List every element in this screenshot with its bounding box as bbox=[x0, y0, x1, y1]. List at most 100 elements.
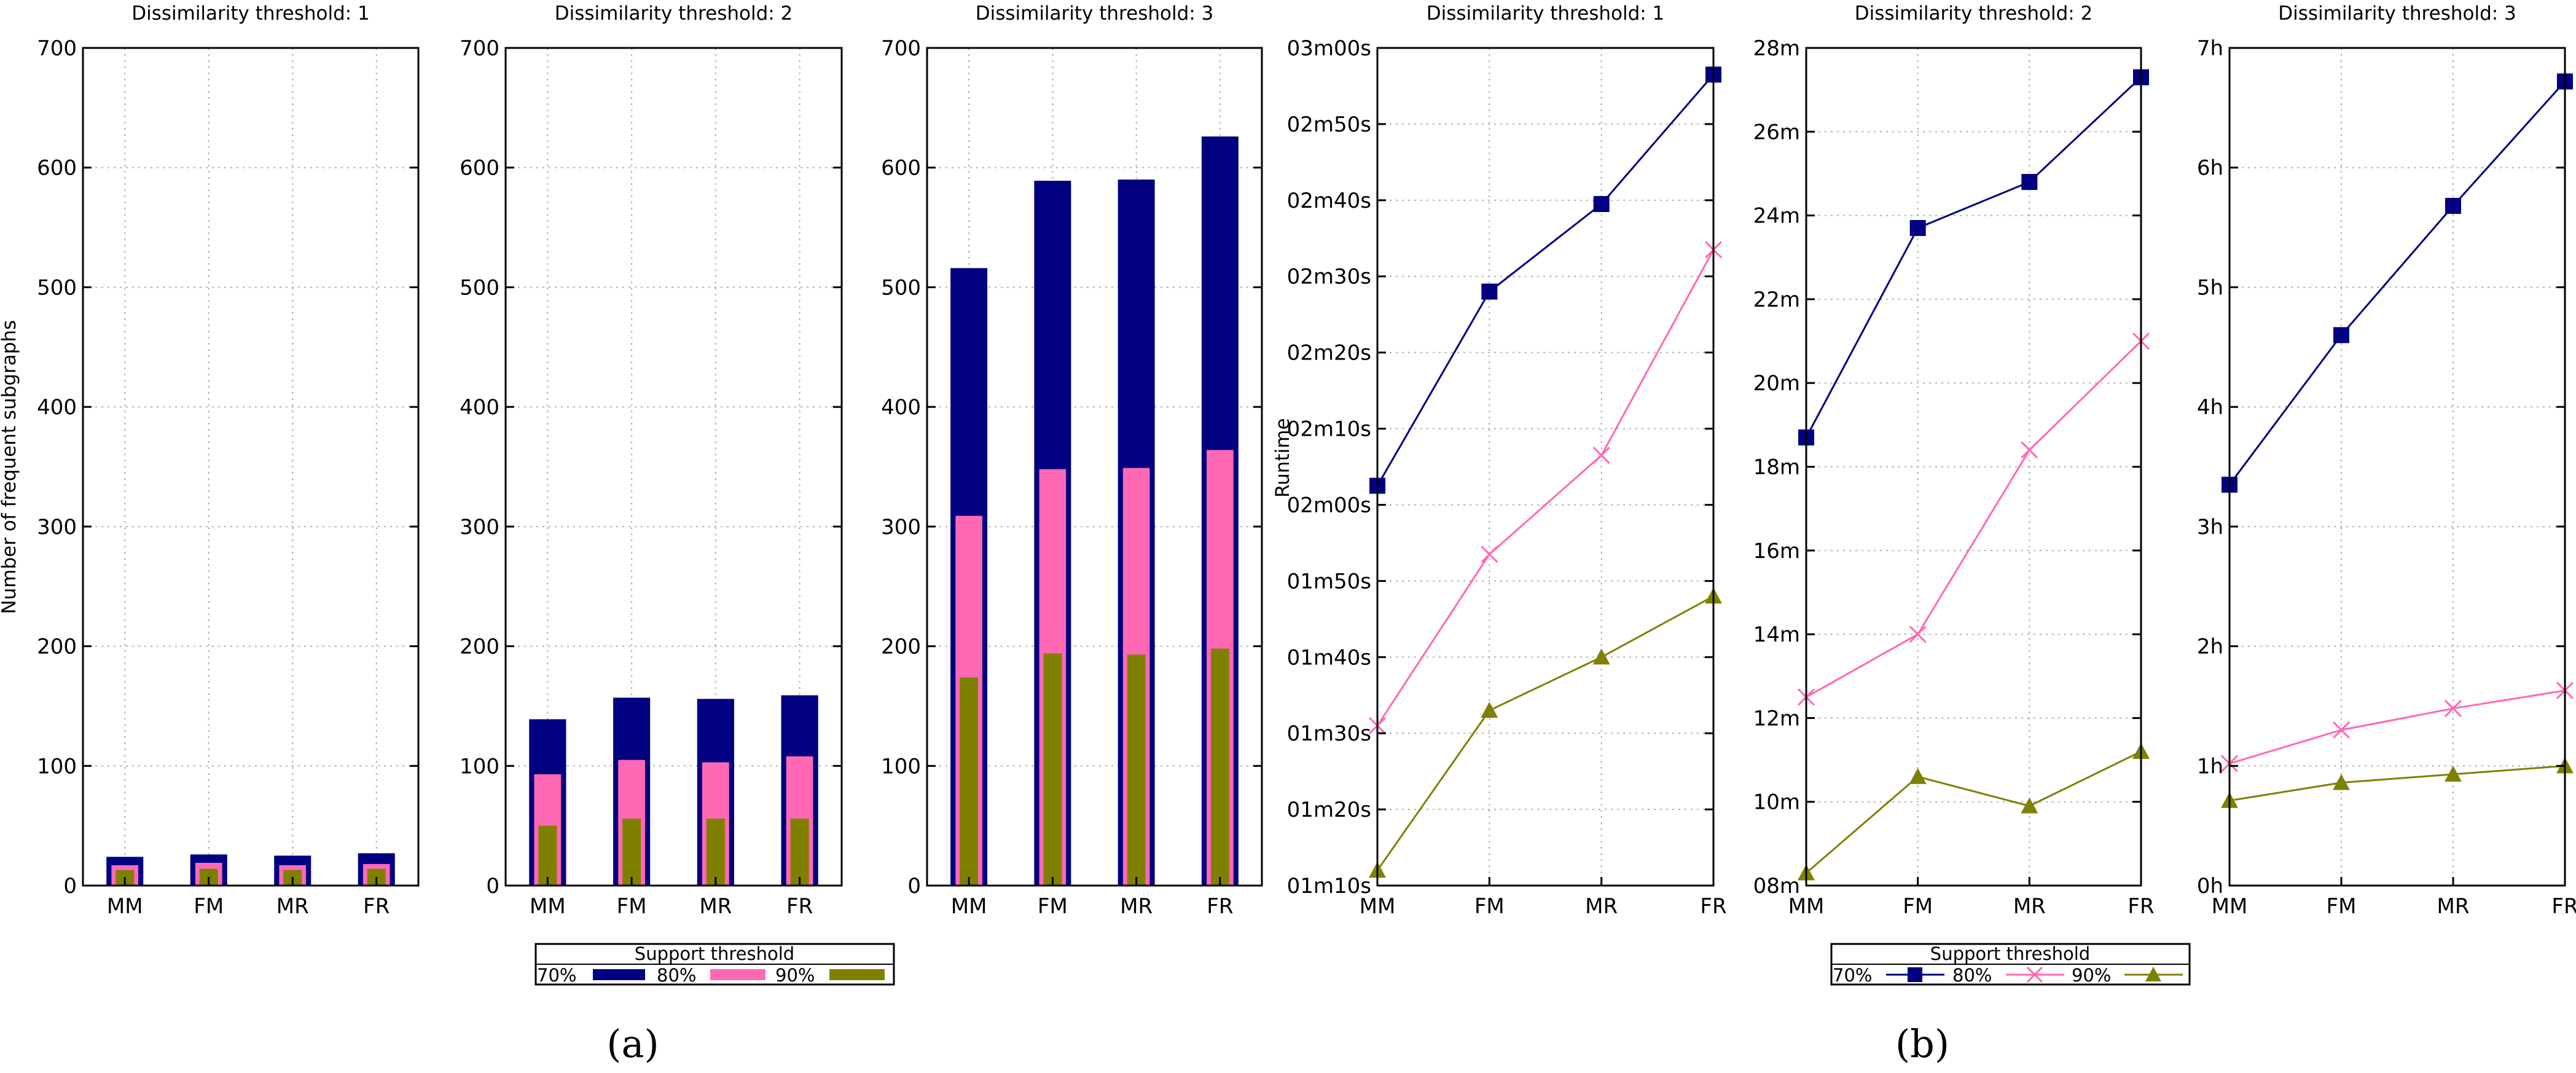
bar-90-MM bbox=[960, 677, 979, 886]
caption-a: (a) bbox=[606, 1021, 659, 1066]
y-tick-label: 02m10s bbox=[1287, 417, 1371, 442]
y-tick-label: 400 bbox=[881, 395, 921, 420]
y-tick-label: 08m bbox=[1753, 874, 1800, 898]
x-tick-label: MM bbox=[530, 894, 566, 919]
legend-lines: Support threshold 70% 80% 90% bbox=[1830, 943, 2191, 986]
legend-bars-swatch-90 bbox=[829, 969, 885, 980]
y-tick-label: 4h bbox=[2197, 395, 2223, 420]
x-tick-label: FR bbox=[786, 894, 813, 919]
point-70-MR bbox=[2445, 198, 2461, 214]
y-tick-label: 01m10s bbox=[1287, 874, 1371, 898]
y-tick-label: 16m bbox=[1753, 539, 1800, 564]
y-tick-label: 22m bbox=[1753, 288, 1800, 312]
x-tick-label: MM bbox=[107, 894, 143, 919]
y-tick-label: 12m bbox=[1753, 706, 1800, 731]
x-tick-label: MR bbox=[2013, 894, 2046, 919]
x-tick-label: MM bbox=[1360, 894, 1396, 919]
y-tick-label: 700 bbox=[37, 36, 77, 61]
chart-title: Dissimilarity threshold: 3 bbox=[2278, 2, 2516, 25]
y-tick-label: 02m00s bbox=[1287, 493, 1371, 517]
bar-90-MR bbox=[706, 818, 725, 886]
legend-bars-swatch-70 bbox=[593, 969, 645, 980]
legend-bars-label-80: 80% bbox=[657, 965, 696, 986]
x-tick-label: FR bbox=[363, 894, 390, 919]
y-tick-label: 0 bbox=[907, 874, 921, 898]
y-tick-label: 5h bbox=[2197, 275, 2223, 300]
legend-bars: Support threshold 70% 80% 90% bbox=[534, 943, 895, 986]
y-tick-label: 6h bbox=[2197, 156, 2223, 181]
y-tick-label: 100 bbox=[460, 754, 499, 779]
y-tick-label: 300 bbox=[881, 515, 921, 540]
chart-panel-2: 0 100 200 300 400 500 600 700 MM FM MR FR Dissimilar… bbox=[460, 2, 843, 919]
point-80-FM bbox=[1909, 626, 1927, 643]
chart-panel-4: 01m10s 01m20s 01m30s 01m40s 01m50s 02m00s 02m1… bbox=[1272, 2, 1727, 919]
legend-lines-title: Support threshold bbox=[1930, 943, 2090, 964]
point-70-FM bbox=[2333, 327, 2349, 344]
y-tick-label: 400 bbox=[460, 395, 499, 420]
point-80-FM bbox=[2332, 721, 2351, 739]
series-line-90 bbox=[1806, 750, 2142, 874]
point-80-MR bbox=[2444, 699, 2462, 717]
y-tick-label: 0 bbox=[63, 874, 77, 898]
bar-90-MR bbox=[1127, 654, 1146, 886]
x-tick-label: FR bbox=[2128, 894, 2154, 919]
point-70-FM bbox=[1481, 283, 1498, 300]
y-tick-label: 01m40s bbox=[1287, 645, 1371, 670]
point-90-FM bbox=[1481, 702, 1498, 718]
x-tick-label: FM bbox=[617, 894, 647, 919]
y-tick-label: 0 bbox=[486, 874, 499, 898]
y-tick-label: 500 bbox=[37, 275, 77, 300]
y-tick-label: 100 bbox=[37, 754, 77, 779]
y-tick-label: 10m bbox=[1753, 790, 1800, 815]
point-90-FM bbox=[1909, 768, 1927, 784]
y-axis-label: Number of frequent subgraphs bbox=[0, 320, 20, 615]
plot-frame bbox=[504, 47, 843, 887]
bar-90-FR bbox=[1210, 648, 1229, 886]
x-tick-label: FM bbox=[2327, 894, 2357, 919]
y-tick-label: 28m bbox=[1753, 36, 1800, 61]
y-axis-label: Runtime bbox=[1272, 418, 1294, 497]
y-tick-label: 300 bbox=[460, 515, 499, 540]
bar-90-FM bbox=[1043, 653, 1062, 886]
x-tick-label: FM bbox=[194, 894, 224, 919]
point-90-MR bbox=[2021, 797, 2038, 814]
x-tick-label: MM bbox=[951, 894, 987, 919]
x-tick-label: MR bbox=[1585, 894, 1618, 919]
chart-title: Dissimilarity threshold: 2 bbox=[1855, 2, 2093, 25]
y-tick-label: 700 bbox=[881, 36, 921, 61]
legend-lines-marker-80 bbox=[2026, 966, 2043, 983]
y-tick-label: 26m bbox=[1753, 120, 1800, 144]
plot-frame bbox=[82, 47, 420, 887]
y-tick-label: 200 bbox=[881, 635, 921, 659]
point-90-MR bbox=[1592, 648, 1610, 665]
point-90-MR bbox=[2445, 765, 2462, 782]
y-tick-label: 300 bbox=[37, 515, 77, 540]
legend-lines-marker-90 bbox=[2145, 967, 2161, 981]
y-tick-label: 200 bbox=[37, 635, 77, 659]
point-70-FM bbox=[1909, 220, 1926, 237]
legend-lines-marker-70 bbox=[1908, 967, 1922, 982]
point-80-FM bbox=[1481, 545, 1498, 564]
y-tick-label: 600 bbox=[37, 156, 77, 181]
series-line-70 bbox=[1376, 74, 1715, 487]
bar-90-FR bbox=[790, 818, 809, 886]
chart-panel-1: 0 100 200 300 400 500 600 700 MM FM MR FR Dissimilar… bbox=[0, 2, 420, 919]
x-tick-label: FM bbox=[1474, 894, 1505, 919]
legend-lines-label-70: 70% bbox=[1833, 965, 1872, 986]
y-tick-label: 20m bbox=[1753, 371, 1800, 396]
y-tick-label: 7h bbox=[2197, 36, 2223, 61]
point-80-MR bbox=[2021, 441, 2038, 459]
series-line-90 bbox=[2229, 764, 2566, 802]
legend-lines-label-80: 80% bbox=[1952, 965, 1992, 986]
x-tick-label: MR bbox=[276, 894, 309, 919]
x-tick-label: FR bbox=[2551, 894, 2576, 919]
x-tick-label: FR bbox=[1700, 894, 1726, 919]
y-tick-label: 1h bbox=[2197, 754, 2223, 779]
chart-panel-3: 0 100 200 300 400 500 600 700 MM FM MR FR Dissimilar… bbox=[881, 2, 1263, 919]
y-tick-label: 100 bbox=[881, 754, 921, 779]
x-tick-label: MR bbox=[2437, 894, 2470, 919]
bar-90-FM bbox=[622, 818, 641, 886]
y-tick-label: 18m bbox=[1753, 455, 1800, 480]
y-tick-label: 02m30s bbox=[1287, 265, 1371, 289]
